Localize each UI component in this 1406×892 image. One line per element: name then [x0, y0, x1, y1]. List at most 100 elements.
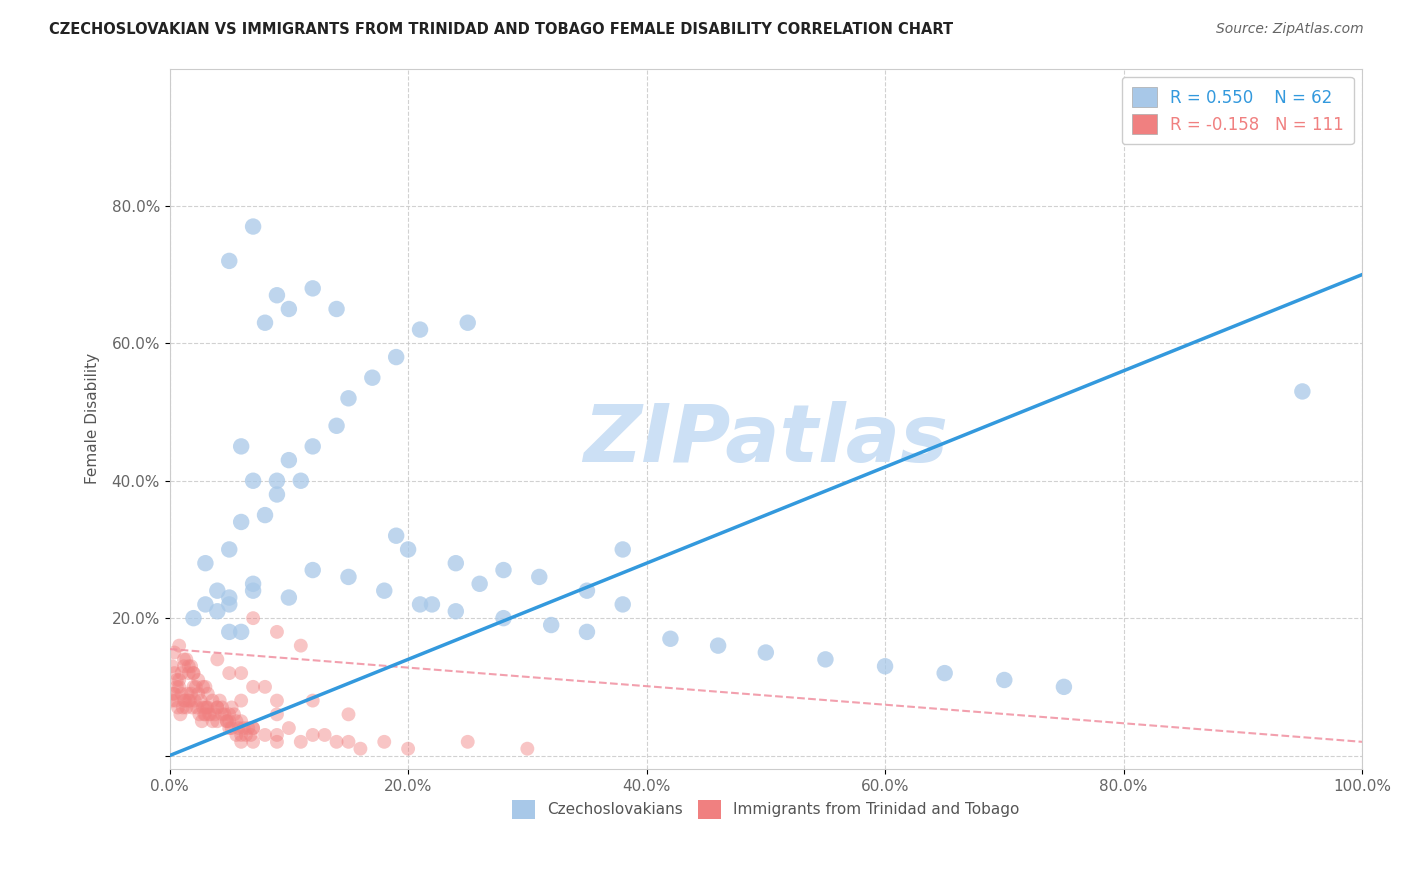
Point — [163, 687, 186, 701]
Point — [266, 288, 288, 302]
Point — [337, 570, 360, 584]
Point — [337, 392, 360, 406]
Point — [191, 680, 214, 694]
Point — [396, 741, 419, 756]
Point — [266, 624, 288, 639]
Point — [444, 556, 467, 570]
Point — [228, 721, 250, 735]
Point — [169, 707, 191, 722]
Point — [409, 323, 432, 337]
Point — [242, 583, 264, 598]
Point — [253, 680, 276, 694]
Point — [242, 219, 264, 234]
Point — [207, 652, 229, 666]
Point — [194, 707, 217, 722]
Point — [167, 673, 190, 687]
Point — [266, 735, 288, 749]
Point — [180, 659, 202, 673]
Point — [231, 728, 253, 742]
Text: Source: ZipAtlas.com: Source: ZipAtlas.com — [1216, 22, 1364, 37]
Point — [183, 611, 205, 625]
Point — [181, 700, 204, 714]
Point — [516, 741, 538, 756]
Point — [173, 652, 195, 666]
Point — [337, 707, 360, 722]
Point — [194, 700, 217, 714]
Point — [218, 591, 240, 605]
Point — [612, 598, 634, 612]
Point — [215, 714, 238, 729]
Point — [301, 563, 323, 577]
Point — [242, 474, 264, 488]
Point — [197, 687, 219, 701]
Point — [242, 611, 264, 625]
Point — [166, 673, 188, 687]
Point — [194, 556, 217, 570]
Point — [575, 624, 598, 639]
Point — [204, 707, 226, 722]
Point — [253, 508, 276, 522]
Point — [409, 598, 432, 612]
Point — [180, 687, 202, 701]
Point — [207, 700, 229, 714]
Point — [385, 529, 408, 543]
Point — [277, 453, 299, 467]
Point — [277, 591, 299, 605]
Point — [290, 735, 312, 749]
Point — [218, 542, 240, 557]
Point — [238, 721, 260, 735]
Point — [207, 583, 229, 598]
Point — [163, 666, 186, 681]
Point — [277, 721, 299, 735]
Y-axis label: Female Disability: Female Disability — [86, 353, 100, 484]
Point — [290, 474, 312, 488]
Point — [188, 707, 211, 722]
Point — [385, 350, 408, 364]
Point — [173, 659, 195, 673]
Point — [242, 576, 264, 591]
Point — [277, 301, 299, 316]
Point — [301, 728, 323, 742]
Point — [162, 687, 184, 701]
Point — [420, 598, 443, 612]
Point — [232, 721, 254, 735]
Point — [1053, 680, 1076, 694]
Point — [242, 735, 264, 749]
Point — [165, 693, 187, 707]
Point — [177, 693, 200, 707]
Point — [176, 652, 198, 666]
Point — [993, 673, 1015, 687]
Point — [457, 316, 479, 330]
Point — [183, 666, 205, 681]
Point — [231, 714, 253, 729]
Point — [191, 714, 214, 729]
Point — [176, 687, 198, 701]
Point — [301, 281, 323, 295]
Point — [187, 687, 209, 701]
Point — [934, 666, 956, 681]
Point — [575, 583, 598, 598]
Point — [266, 487, 288, 501]
Point — [218, 707, 240, 722]
Point — [195, 700, 218, 714]
Point — [266, 693, 288, 707]
Point — [529, 570, 551, 584]
Point — [198, 707, 221, 722]
Point — [266, 728, 288, 742]
Point — [231, 439, 253, 453]
Point — [170, 687, 193, 701]
Point — [266, 707, 288, 722]
Point — [186, 700, 208, 714]
Point — [167, 680, 190, 694]
Point — [218, 721, 240, 735]
Point — [231, 735, 253, 749]
Point — [659, 632, 682, 646]
Point — [396, 542, 419, 557]
Point — [218, 666, 240, 681]
Point — [325, 418, 347, 433]
Point — [349, 741, 371, 756]
Point — [253, 316, 276, 330]
Point — [197, 700, 219, 714]
Point — [231, 666, 253, 681]
Point — [373, 583, 395, 598]
